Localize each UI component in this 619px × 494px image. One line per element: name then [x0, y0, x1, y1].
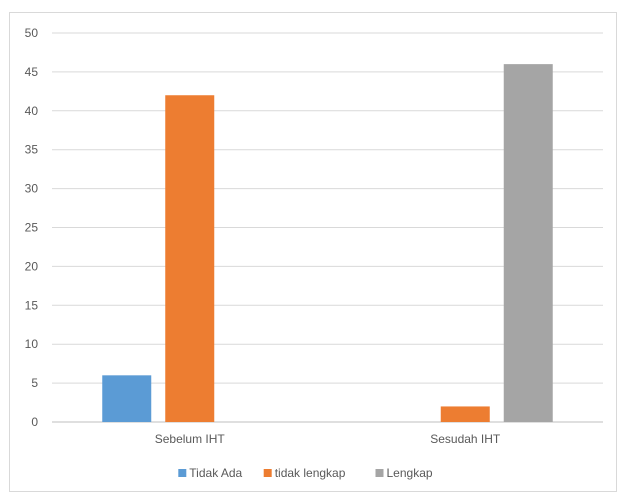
- bar-lengkap-1: [503, 64, 553, 423]
- y-axis-ticks: 0 5 10 15 20 25 30 35 40 45 50: [25, 26, 39, 429]
- bar-tidak-ada-0: [102, 375, 152, 422]
- legend: Tidak Ada tidak lengkap Lengkap: [178, 466, 433, 480]
- y-tick-label: 0: [31, 415, 38, 429]
- y-tick-label: 20: [25, 259, 39, 273]
- y-tick-label: 30: [25, 182, 39, 196]
- y-tick-label: 25: [25, 221, 39, 235]
- y-tick-label: 10: [25, 337, 39, 351]
- y-tick-label: 45: [25, 65, 39, 79]
- y-tick-label: 15: [25, 298, 39, 312]
- y-tick-label: 40: [25, 104, 39, 118]
- y-tick-label: 35: [25, 143, 39, 157]
- y-tick-label: 5: [31, 376, 38, 390]
- legend-swatch: [178, 469, 187, 477]
- bars: [102, 64, 553, 423]
- bar-tidak-lengkap-0: [165, 95, 215, 423]
- x-category-label: Sesudah IHT: [430, 432, 501, 446]
- y-tick-label: 50: [25, 26, 39, 40]
- bar-tidak-lengkap-1: [440, 406, 490, 422]
- legend-label: tidak lengkap: [275, 466, 346, 480]
- legend-label: Lengkap: [387, 466, 433, 480]
- x-axis-categories: Sebelum IHT Sesudah IHT: [155, 432, 501, 446]
- legend-swatch: [375, 469, 384, 477]
- x-category-label: Sebelum IHT: [155, 432, 226, 446]
- legend-swatch: [263, 469, 272, 477]
- legend-label: Tidak Ada: [189, 466, 242, 480]
